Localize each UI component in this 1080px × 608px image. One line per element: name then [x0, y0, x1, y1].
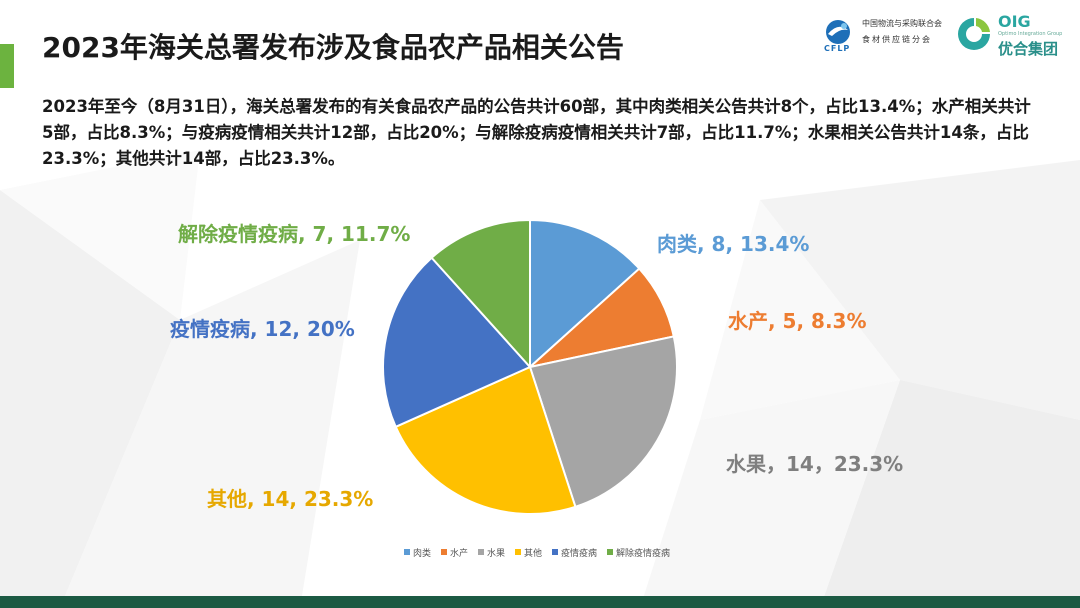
pie-slice-6 [430, 218, 531, 370]
title-accent-bar [0, 44, 14, 88]
cflp-name-line2: 食材供应链分会 [862, 35, 932, 44]
oig-logo-icon [958, 18, 990, 50]
pie-slice-4 [394, 365, 577, 515]
oig-name: OIG [998, 12, 1031, 31]
logo-group: CFLP 中国物流与采购联合会 食材供应链分会 OIG Optimo Integ… [818, 10, 1068, 60]
cflp-logo-icon [826, 20, 850, 44]
legend-label-1: 肉类 [413, 547, 431, 559]
data-label-5: 疫情疫病, 12, 20% [170, 317, 355, 341]
legend-label-6: 解除疫情疫病 [616, 547, 670, 559]
legend-label-3: 水果 [487, 547, 505, 559]
data-label-4: 其他, 14, 23.3% [207, 487, 373, 511]
legend-label-4: 其他 [524, 547, 542, 559]
bottom-band [0, 596, 1080, 608]
oig-subtitle: Optimo Integration Group [998, 31, 1063, 37]
legend-label-5: 疫情疫病 [561, 547, 597, 559]
page-title: 2023年海关总署发布涉及食品农产品相关公告 [42, 31, 624, 64]
legend-swatch-6 [607, 549, 613, 555]
pie-slice-3 [528, 335, 678, 509]
data-label-3: 水果，14，23.3% [726, 452, 903, 476]
pie-slice-5 [382, 256, 532, 429]
pie-slice-1 [529, 218, 641, 370]
legend-label-2: 水产 [450, 547, 468, 559]
cflp-mark-text: CFLP [824, 44, 851, 53]
legend-swatch-2 [441, 549, 447, 555]
data-label-2: 水产, 5, 8.3% [728, 309, 867, 333]
legend-swatch-3 [478, 549, 484, 555]
legend-swatch-1 [404, 549, 410, 555]
data-label-6: 解除疫情疫病, 7, 11.7% [178, 222, 410, 246]
legend-swatch-4 [515, 549, 521, 555]
oig-chinese-name: 优合集团 [998, 40, 1059, 58]
summary-paragraph: 2023年至今（8月31日），海关总署发布的有关食品农产品的公告共计60部，其中… [42, 97, 1031, 168]
data-label-1: 肉类, 8, 13.4% [657, 232, 809, 256]
legend-swatch-5 [552, 549, 558, 555]
cflp-name-line1: 中国物流与采购联合会 [862, 19, 942, 28]
